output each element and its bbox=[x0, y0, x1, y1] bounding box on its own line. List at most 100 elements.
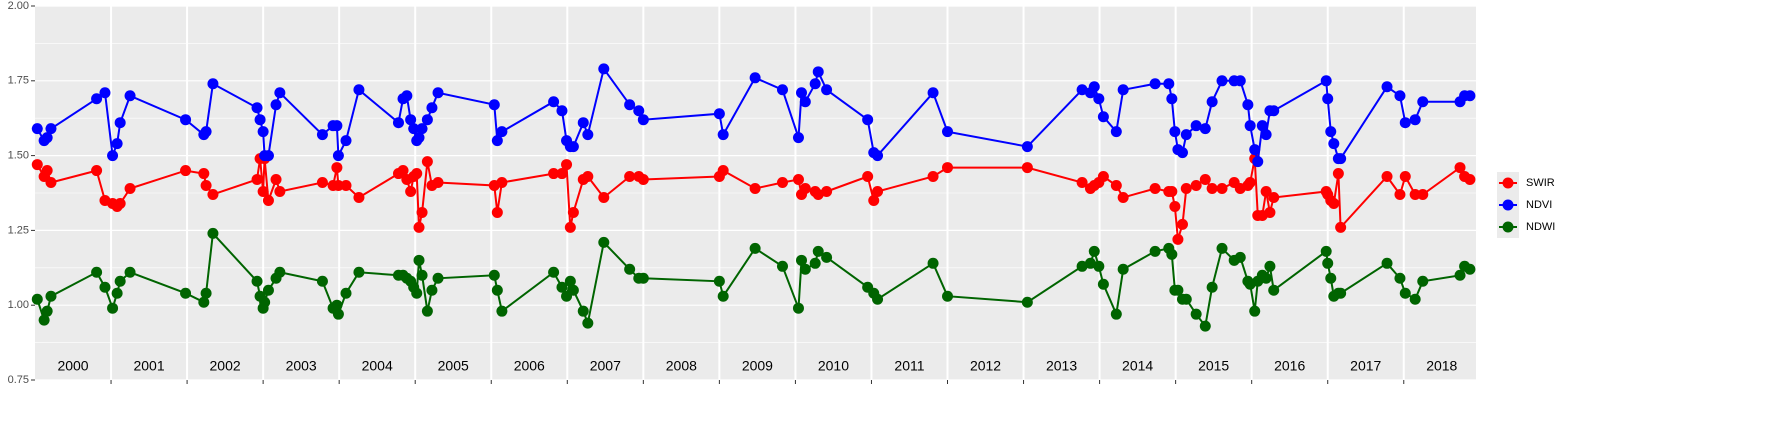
data-point bbox=[1322, 257, 1334, 269]
data-point bbox=[257, 126, 269, 138]
year-label: 2005 bbox=[438, 358, 469, 374]
data-point bbox=[198, 168, 210, 180]
data-point bbox=[1076, 177, 1088, 189]
data-point bbox=[598, 63, 610, 75]
data-point bbox=[567, 284, 579, 296]
data-point bbox=[270, 174, 282, 186]
data-point bbox=[316, 177, 328, 189]
data-point bbox=[1335, 153, 1347, 165]
data-point bbox=[1260, 129, 1272, 141]
data-point bbox=[200, 126, 212, 138]
data-point bbox=[1117, 191, 1129, 203]
data-point bbox=[1021, 141, 1033, 153]
year-label: 2004 bbox=[362, 358, 393, 374]
data-point bbox=[796, 87, 808, 99]
data-point bbox=[1110, 180, 1122, 192]
data-point bbox=[1216, 242, 1228, 254]
legend-label: SWIR bbox=[1526, 177, 1555, 189]
data-point bbox=[1325, 272, 1337, 284]
data-point bbox=[1169, 126, 1181, 138]
data-point bbox=[1268, 284, 1280, 296]
data-point bbox=[1076, 84, 1088, 96]
y-tick-label: 1.00 bbox=[8, 299, 29, 311]
data-point bbox=[416, 269, 428, 281]
data-point bbox=[496, 177, 508, 189]
data-point bbox=[1166, 186, 1178, 198]
data-point bbox=[556, 281, 568, 293]
data-point bbox=[577, 305, 589, 317]
data-point bbox=[200, 180, 212, 192]
year-label: 2001 bbox=[133, 358, 164, 374]
year-label: 2009 bbox=[742, 358, 773, 374]
data-point bbox=[582, 171, 594, 183]
data-point bbox=[1264, 260, 1276, 272]
data-point bbox=[598, 191, 610, 203]
data-point bbox=[1325, 126, 1337, 138]
data-point bbox=[316, 129, 328, 141]
data-point bbox=[405, 186, 417, 198]
data-point bbox=[942, 162, 954, 174]
data-point bbox=[1409, 188, 1421, 200]
data-point bbox=[1249, 305, 1261, 317]
year-label: 2000 bbox=[57, 358, 88, 374]
data-point bbox=[1409, 293, 1421, 305]
data-point bbox=[1088, 81, 1100, 93]
data-point bbox=[1464, 174, 1476, 186]
data-point bbox=[41, 132, 53, 144]
data-point bbox=[792, 174, 804, 186]
series bbox=[31, 227, 1476, 332]
data-point bbox=[491, 135, 503, 147]
data-point bbox=[1149, 78, 1161, 90]
data-point bbox=[1206, 96, 1218, 108]
data-point bbox=[1268, 191, 1280, 203]
data-point bbox=[413, 254, 425, 266]
data-point bbox=[331, 299, 343, 311]
data-point bbox=[582, 129, 594, 141]
data-point bbox=[1320, 245, 1332, 257]
data-point bbox=[868, 194, 880, 206]
data-point bbox=[41, 305, 53, 317]
data-point bbox=[1076, 260, 1088, 272]
data-point bbox=[332, 180, 344, 192]
data-point bbox=[411, 168, 423, 180]
data-point bbox=[582, 317, 594, 329]
year-label: 2007 bbox=[590, 358, 621, 374]
data-point bbox=[1234, 75, 1246, 87]
data-point bbox=[99, 87, 111, 99]
data-point bbox=[491, 206, 503, 218]
data-point bbox=[1335, 287, 1347, 299]
data-point bbox=[792, 302, 804, 314]
data-point bbox=[637, 174, 649, 186]
data-point bbox=[331, 120, 343, 132]
data-point bbox=[496, 305, 508, 317]
data-point bbox=[353, 266, 365, 278]
data-point bbox=[426, 102, 438, 114]
data-point bbox=[1381, 171, 1393, 183]
data-point bbox=[564, 275, 576, 287]
data-point bbox=[792, 132, 804, 144]
data-point bbox=[340, 180, 352, 192]
data-point bbox=[1464, 90, 1476, 102]
data-point bbox=[1166, 93, 1178, 105]
data-point bbox=[45, 123, 57, 135]
data-point bbox=[1244, 177, 1256, 189]
data-point bbox=[432, 272, 444, 284]
data-point bbox=[488, 269, 500, 281]
year-label: 2002 bbox=[210, 358, 241, 374]
series bbox=[31, 153, 1476, 245]
data-point bbox=[262, 194, 274, 206]
data-point bbox=[1166, 248, 1178, 260]
data-point bbox=[1093, 260, 1105, 272]
year-label: 2018 bbox=[1426, 358, 1457, 374]
year-label: 2006 bbox=[514, 358, 545, 374]
data-point bbox=[207, 227, 219, 239]
data-point bbox=[31, 293, 43, 305]
data-point bbox=[332, 308, 344, 320]
data-point bbox=[421, 305, 433, 317]
data-point bbox=[1088, 245, 1100, 257]
data-point bbox=[1180, 293, 1192, 305]
data-point bbox=[862, 171, 874, 183]
data-point bbox=[799, 96, 811, 108]
data-point bbox=[207, 78, 219, 90]
data-point bbox=[421, 114, 433, 126]
